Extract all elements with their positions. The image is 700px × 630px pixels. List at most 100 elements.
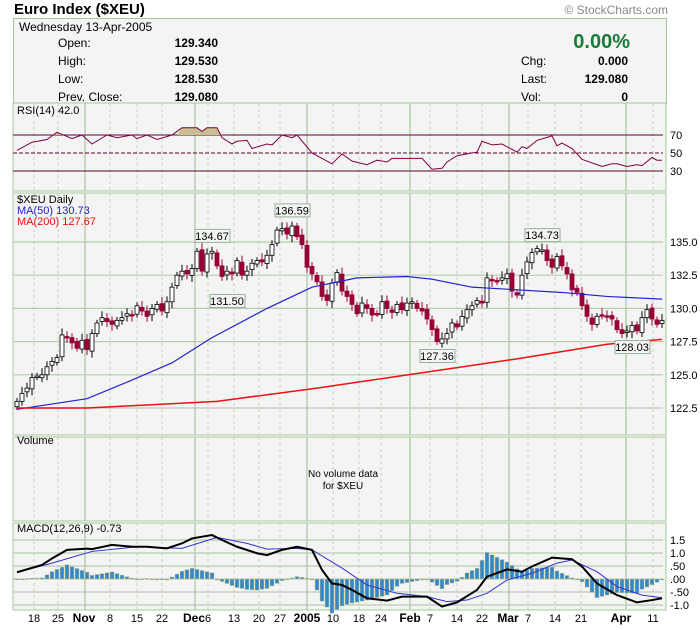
macd-histogram-bar xyxy=(479,560,485,580)
macd-histogram-bar xyxy=(359,578,365,602)
candle-down xyxy=(354,304,360,315)
ma50-line xyxy=(16,275,663,410)
macd-histogram-bar xyxy=(464,572,470,580)
candle-down xyxy=(84,339,90,350)
x-tick-label: 14 xyxy=(549,613,561,625)
x-tick-label: 15 xyxy=(131,613,143,625)
macd-histogram-bar xyxy=(534,567,540,580)
macd-histogram-bar xyxy=(604,578,610,596)
candle-up xyxy=(19,392,25,402)
candle-down xyxy=(69,337,75,344)
macd-y-tick: 1.0 xyxy=(670,548,685,560)
macd-histogram-bar xyxy=(454,578,460,582)
candle-up xyxy=(44,366,50,376)
candle-down xyxy=(284,227,290,235)
macd-histogram-bar xyxy=(624,578,630,594)
rsi-panel xyxy=(12,102,667,192)
x-tick-label: 2005 xyxy=(294,611,321,625)
macd-histogram-bar xyxy=(154,578,160,581)
candle-up xyxy=(169,286,175,303)
macd-histogram-bar xyxy=(174,573,180,580)
macd-histogram-bar xyxy=(579,578,585,583)
macd-histogram-bar xyxy=(569,577,575,580)
macd-histogram-bar xyxy=(319,578,325,602)
macd-histogram-bar xyxy=(139,578,145,580)
macd-histogram-bar xyxy=(639,578,645,590)
candle-up xyxy=(359,302,365,314)
price-annotation-box xyxy=(209,293,246,308)
vol-value: 0 xyxy=(621,90,628,104)
candle-up xyxy=(204,253,210,273)
macd-histogram-bar xyxy=(619,578,625,594)
candle-up xyxy=(594,315,600,325)
macd-histogram-bar xyxy=(79,570,85,580)
volume-title: Volume xyxy=(17,435,54,447)
macd-y-tick: 1.5 xyxy=(670,535,685,547)
macd-histogram-bar xyxy=(329,578,335,614)
macd-histogram-bar xyxy=(109,571,115,580)
macd-histogram-bar xyxy=(589,578,595,593)
macd-histogram-bar xyxy=(84,571,90,580)
macd-histogram-bar xyxy=(254,578,260,591)
macd-histogram-bar xyxy=(144,578,150,580)
candle-down xyxy=(614,320,620,331)
price-annotation-label: 127.36 xyxy=(420,351,454,363)
candle-up xyxy=(39,374,45,379)
macd-histogram-bar xyxy=(584,578,590,588)
macd-histogram-bar xyxy=(104,572,110,580)
candle-down xyxy=(569,273,575,291)
quote-summary-panel: Wednesday 13-Apr-2005 Open: 129.340 High… xyxy=(13,18,667,104)
x-tick-label: 21 xyxy=(575,613,587,625)
candle-down xyxy=(599,314,605,317)
volume-panel xyxy=(12,436,667,522)
macd-histogram-bar xyxy=(159,578,165,581)
macd-histogram-bar xyxy=(24,578,30,580)
macd-histogram-bar xyxy=(429,578,435,583)
candle-up xyxy=(264,254,270,264)
candle-up xyxy=(134,305,140,315)
macd-histogram-bar xyxy=(659,578,665,581)
low-label: Low: xyxy=(58,72,84,86)
copyright-link[interactable]: © StockCharts.com xyxy=(564,3,668,17)
price-annotation-box xyxy=(194,228,231,243)
macd-histogram-bar xyxy=(409,578,415,582)
candle-up xyxy=(504,273,510,280)
candle-up xyxy=(394,304,400,313)
candle-down xyxy=(419,307,425,312)
macd-histogram-bar xyxy=(609,578,615,595)
quote-date: Wednesday 13-Apr-2005 xyxy=(19,20,153,34)
candle-down xyxy=(649,307,655,320)
macd-histogram-bar xyxy=(559,572,565,580)
candle-up xyxy=(14,400,20,408)
rsi-y-tick: 50 xyxy=(670,148,682,160)
high-value: 129.530 xyxy=(174,54,218,68)
candle-down xyxy=(604,315,610,318)
candle-up xyxy=(224,270,230,276)
candle-up xyxy=(469,305,475,311)
macd-histogram-bar xyxy=(19,578,25,581)
macd-histogram-bar xyxy=(249,578,255,591)
candle-up xyxy=(34,375,40,379)
price-annotation-box xyxy=(614,340,651,355)
macd-histogram-bar xyxy=(364,578,370,601)
candle-up xyxy=(379,301,385,315)
last-value: 129.080 xyxy=(584,72,628,86)
macd-histogram-bar xyxy=(49,571,55,580)
macd-histogram-bar xyxy=(444,578,450,585)
candle-up xyxy=(179,270,185,277)
candle-up xyxy=(79,339,85,350)
macd-histogram-bar xyxy=(164,578,170,581)
candle-up xyxy=(334,272,340,283)
price-y-tick: 122.5 xyxy=(670,403,698,415)
macd-histogram-bar xyxy=(289,577,295,580)
candle-down xyxy=(339,273,345,292)
macd-histogram-bar xyxy=(14,578,20,581)
candle-down xyxy=(309,266,315,275)
candle-down xyxy=(389,309,395,313)
macd-histogram-bar xyxy=(89,575,95,580)
candle-down xyxy=(104,318,110,323)
candle-up xyxy=(29,377,35,390)
candle-up xyxy=(474,300,480,305)
macd-histogram-bar xyxy=(274,578,280,584)
